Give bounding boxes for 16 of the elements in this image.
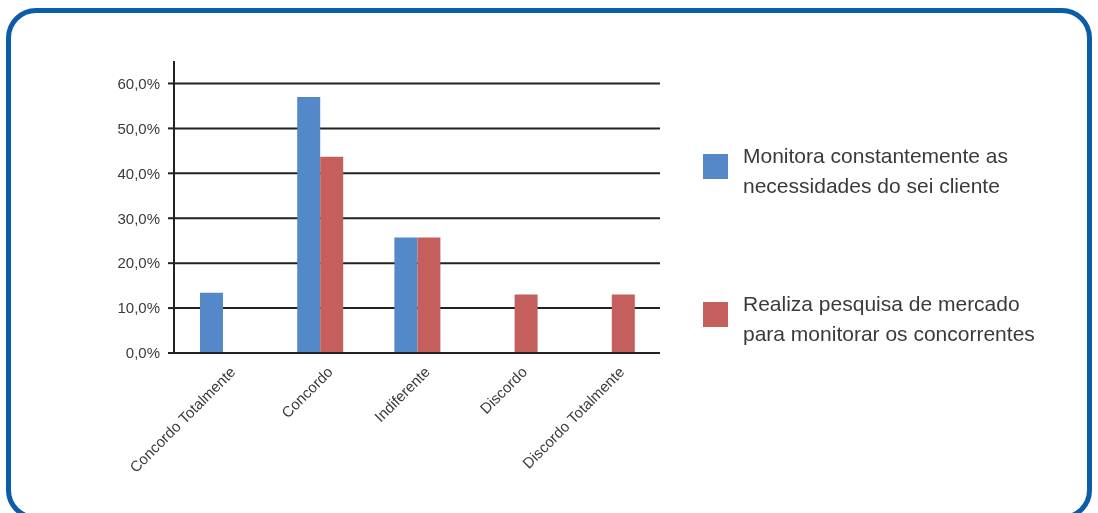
bar — [200, 292, 223, 353]
bar — [417, 237, 441, 353]
y-tick-label: 40,0% — [117, 164, 160, 182]
bar — [611, 294, 635, 353]
bar — [297, 96, 321, 353]
y-tick-label: 30,0% — [117, 209, 160, 227]
bar — [320, 156, 344, 353]
y-tick-label: 10,0% — [117, 299, 160, 317]
bar — [394, 237, 418, 353]
legend-label: Monitora constantemente as necessidades do sei cliente — [743, 143, 1009, 199]
legend-label: Realiza pesquisa de mercado para monitorar os concorrentes — [743, 291, 1036, 347]
bar — [514, 294, 538, 353]
y-tick-label: 0,0% — [125, 344, 160, 362]
y-tick-label: 20,0% — [117, 254, 160, 272]
y-tick-label: 50,0% — [117, 119, 160, 137]
y-tick-label: 60,0% — [117, 74, 160, 92]
